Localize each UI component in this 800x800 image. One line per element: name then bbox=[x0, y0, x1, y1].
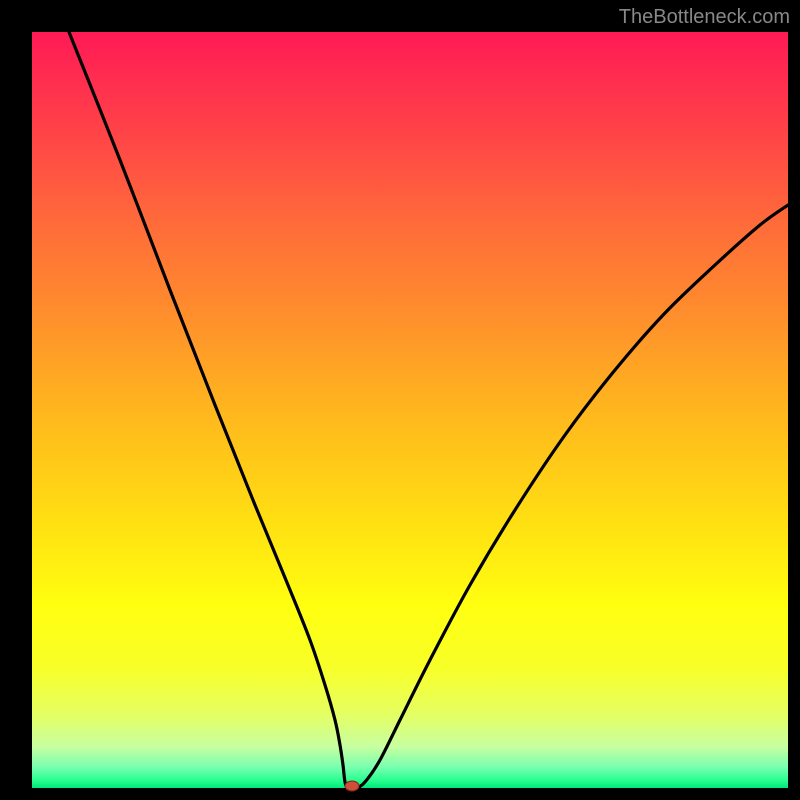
plot-area bbox=[32, 32, 788, 788]
watermark-text: TheBottleneck.com bbox=[619, 6, 790, 29]
